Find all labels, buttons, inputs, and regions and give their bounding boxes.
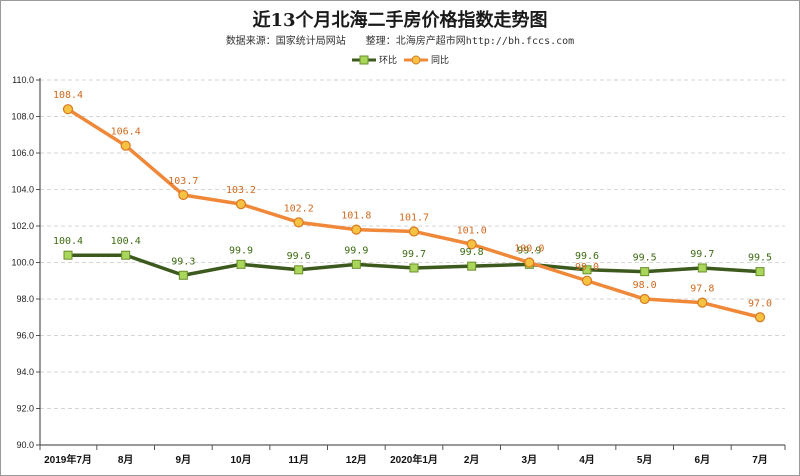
y-tick-label: 98.0 — [16, 294, 34, 304]
data-label: 103.2 — [226, 185, 256, 196]
y-tick-label: 110.0 — [12, 75, 34, 85]
x-tick-label: 3月 — [522, 454, 538, 466]
data-label: 100.4 — [111, 236, 141, 247]
data-label: 106.4 — [111, 127, 141, 138]
chart-subtitle: 数据来源：国家统计局网站 整理：北海房产超市网http://bh.fccs.co… — [225, 36, 575, 47]
x-tick-label: 8月 — [118, 454, 134, 466]
x-tick-label: 11月 — [288, 454, 309, 466]
data-point — [178, 270, 188, 280]
data-label: 100.0 — [514, 244, 544, 255]
x-tick-label: 2020年1月 — [390, 453, 438, 466]
y-tick-label: 96.0 — [16, 331, 34, 341]
data-point — [351, 259, 361, 269]
data-point — [754, 312, 766, 323]
x-tick-label: 6月 — [695, 454, 711, 466]
data-label: 99.5 — [748, 253, 772, 264]
data-label: 99.9 — [344, 245, 368, 256]
data-point — [408, 226, 420, 237]
data-point — [697, 297, 708, 308]
data-label: 103.7 — [168, 176, 198, 187]
grid — [40, 79, 785, 409]
data-label: 99.9 — [517, 245, 541, 256]
x-tick-label: 2月 — [464, 454, 480, 466]
data-label: 101.8 — [341, 211, 371, 222]
data-point — [524, 257, 535, 268]
data-point — [466, 239, 477, 250]
x-tick-label: 12月 — [346, 454, 367, 466]
y-tick-label: 90.0 — [16, 440, 34, 450]
series — [62, 104, 766, 323]
data-labels: 100.4 100.4 99.3 99.9 99.6 99.9 99.7 99.8 99.9 99… — [53, 90, 772, 309]
legend-marker — [359, 55, 369, 65]
data-point — [582, 265, 592, 275]
data-label: 99.7 — [690, 249, 714, 260]
legend: 环比 同比 — [352, 54, 449, 66]
y-tick-label: 108.0 — [11, 112, 34, 122]
x-tick-label: 10月 — [230, 454, 251, 466]
data-point — [120, 140, 131, 151]
y-tick-label: 92.0 — [16, 404, 34, 414]
y-tick-label: 104.0 — [11, 185, 34, 195]
x-tick-label: 4月 — [579, 454, 595, 466]
data-point — [581, 275, 593, 286]
x-tick-label: 7月 — [752, 454, 768, 466]
data-label: 101.0 — [457, 225, 487, 236]
data-point — [236, 259, 246, 269]
data-point — [121, 250, 131, 260]
data-label: 99.6 — [287, 251, 311, 262]
data-point — [293, 217, 304, 228]
axes: 90.0 92.0 94.0 96.0 98.0 100.0 102.0 104.0 106.0… — [11, 75, 786, 466]
legend-label: 同比 — [431, 54, 449, 66]
data-label: 99.9 — [229, 245, 253, 256]
data-label: 97.8 — [690, 284, 714, 295]
data-label: 99.3 — [171, 256, 195, 267]
y-tick-label: 102.0 — [11, 221, 34, 231]
data-label: 99.7 — [402, 249, 426, 260]
y-tick-label: 106.0 — [11, 148, 34, 158]
y-tick-label: 100.0 — [11, 258, 34, 268]
data-label: 108.4 — [53, 90, 83, 101]
data-point — [63, 250, 73, 260]
data-label: 99.0 — [575, 262, 599, 273]
data-label: 101.7 — [399, 212, 429, 223]
data-label: 99.5 — [633, 253, 657, 264]
data-point — [639, 293, 650, 305]
data-label: 97.0 — [748, 298, 772, 309]
data-point — [409, 263, 419, 273]
data-point — [351, 224, 362, 235]
x-tick-label: 9月 — [176, 454, 192, 466]
data-point — [755, 267, 765, 277]
data-point — [697, 263, 707, 273]
y-tick-label: 94.0 — [16, 367, 34, 377]
x-tick-label: 5月 — [637, 454, 653, 466]
data-point — [467, 261, 477, 271]
data-point — [178, 189, 189, 201]
chart-title: 近13个月北海二手房价格指数走势图 — [252, 10, 548, 31]
data-label: 99.6 — [575, 251, 599, 262]
legend-label: 环比 — [379, 54, 397, 66]
data-label: 99.8 — [460, 247, 484, 258]
x-tick-label: 2019年7月 — [44, 453, 92, 466]
data-point — [235, 199, 247, 210]
data-point — [62, 104, 74, 115]
data-point — [294, 265, 304, 275]
data-point — [640, 267, 650, 277]
data-label: 98.0 — [633, 280, 657, 291]
data-label: 100.4 — [53, 236, 83, 247]
legend-marker — [411, 55, 421, 65]
data-label: 102.2 — [284, 203, 314, 214]
